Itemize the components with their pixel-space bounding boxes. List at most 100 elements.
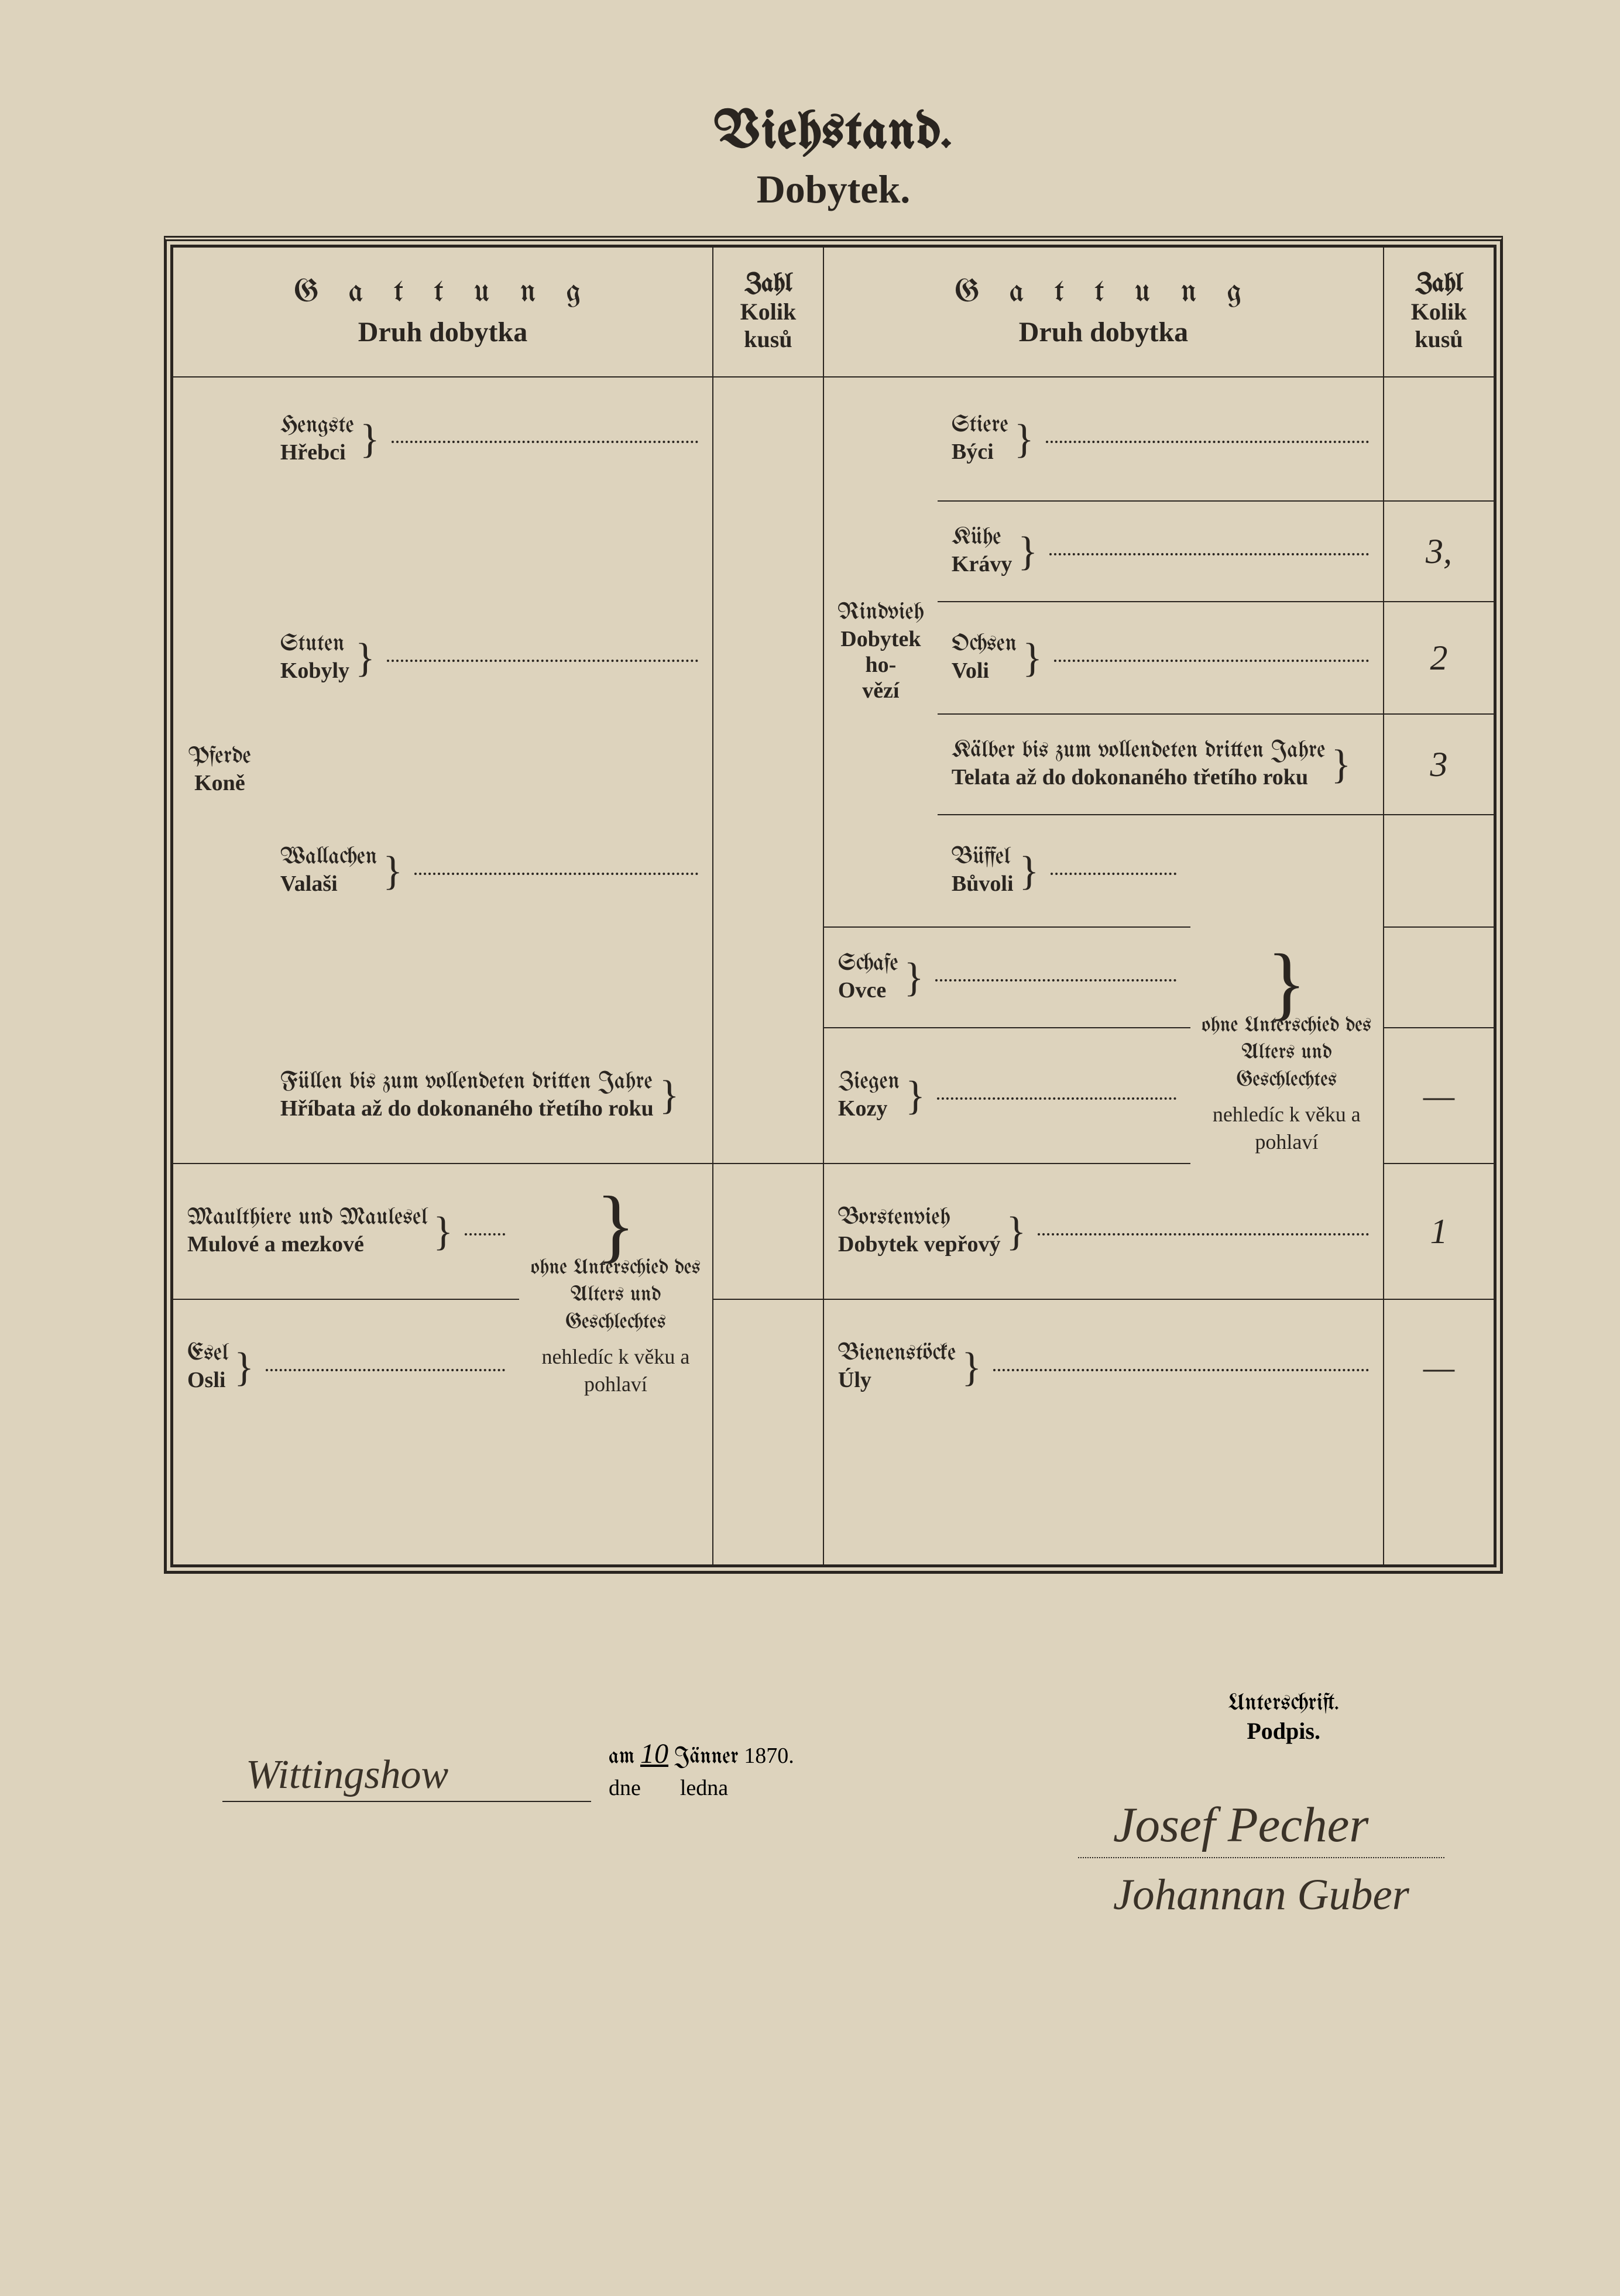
- right-note-de: ohne Unterschied des Alters und Geschlec…: [1201, 1013, 1372, 1095]
- brace-icon: }: [360, 425, 380, 454]
- spacer-cell: [713, 1434, 823, 1565]
- blank-cell: [266, 927, 713, 1028]
- rindvieh-group-label: Rindvieh Dobytek ho- vězí: [823, 377, 938, 927]
- dotted-leader: [387, 654, 698, 662]
- dotted-leader: [392, 435, 698, 444]
- header-gattung-cz-r: Druh dobytka: [836, 316, 1371, 348]
- signature-1: Josef Pecher: [1078, 1796, 1444, 1858]
- brace-icon: }: [1022, 644, 1042, 672]
- left-note-cz: nehledíc k věku a pohlaví: [530, 1343, 702, 1398]
- brace-icon: }: [962, 1353, 981, 1382]
- title-block: Viehstand. Dobytek.: [164, 105, 1503, 212]
- kuhe-count: 3,: [1384, 501, 1494, 602]
- dotted-leader: [937, 1092, 1176, 1100]
- brace-icon: }: [904, 963, 924, 992]
- header-gattung-cz: Druh dobytka: [185, 316, 701, 348]
- stuten-cell: Stuten Kobyly }: [266, 602, 713, 714]
- bienen-cell: Bienenstöcke Úly }: [823, 1299, 1384, 1434]
- wallachen-cell: Wallachen Valaši }: [266, 815, 713, 927]
- kuhe-cell: Kühe Krávy }: [938, 501, 1384, 602]
- date-block: am 10 Jänner 1870. dne 10 ledna: [609, 1738, 794, 1802]
- brace-icon: }: [1007, 1217, 1027, 1246]
- brace-icon: }: [1018, 537, 1038, 566]
- header-zahl-cz2-r: kusů: [1396, 325, 1482, 353]
- header-zahl-cz1: Kolik: [725, 298, 811, 325]
- dotted-leader: [266, 1363, 505, 1371]
- table-row: [173, 1434, 1494, 1565]
- kalber-count: 3: [1384, 714, 1494, 815]
- footer-block: Unterschrift. Podpis. Wittingshow am 10 …: [164, 1691, 1503, 2042]
- bienen-count: —: [1384, 1299, 1494, 1434]
- brace-icon: }: [1331, 750, 1351, 779]
- header-zahl-de: Zahl: [725, 271, 811, 298]
- dotted-leader: [1046, 435, 1369, 443]
- left-note-cell: } ohne Unterschied des Alters und Geschl…: [519, 1164, 713, 1434]
- date-day: 10: [640, 1738, 668, 1769]
- signature-label: Unterschrift. Podpis.: [1228, 1691, 1339, 1745]
- hengste-cell: Hengste Hřebci }: [266, 377, 713, 501]
- schafe-count: [1384, 927, 1494, 1028]
- dotted-leader: [993, 1363, 1369, 1371]
- hengste-count: [713, 377, 823, 501]
- right-note-cz: nehledíc k věku a pohlaví: [1201, 1101, 1372, 1156]
- brace-icon: }: [660, 1081, 679, 1110]
- ziegen-count: —: [1384, 1028, 1494, 1164]
- stiere-count: [1384, 377, 1494, 501]
- stuten-count: [713, 602, 823, 714]
- livestock-table: G a t t u n g Druh dobytka Zahl Kolik ku…: [172, 246, 1495, 1566]
- schafe-cell: Schafe Ovce }: [823, 927, 1190, 1028]
- spacer-cell: [519, 1434, 713, 1565]
- header-zahl-cz1-r: Kolik: [1396, 298, 1482, 325]
- borsten-cell: Borstenvieh Dobytek vepřový }: [823, 1164, 1384, 1299]
- stiere-cell: Stiere Býci }: [938, 377, 1384, 501]
- dotted-leader: [1049, 547, 1369, 555]
- fullen-count: [713, 1028, 823, 1164]
- dotted-leader: [465, 1227, 505, 1235]
- left-note-de: ohne Unterschied des Alters und Geschlec…: [530, 1255, 702, 1337]
- table-row: Maulthiere und Maulesel Mulové a mezkové…: [173, 1164, 1494, 1299]
- place-date-line: Wittingshow am 10 Jänner 1870. dne 10 le…: [222, 1738, 866, 1802]
- place-handwritten: Wittingshow: [222, 1752, 591, 1802]
- dotted-leader: [414, 867, 698, 875]
- blank-count: [713, 501, 823, 602]
- pferde-group-label: Pferde Koně: [173, 377, 266, 1164]
- header-gattung-de-r: G a t t u n g: [836, 276, 1371, 309]
- header-row: G a t t u n g Druh dobytka Zahl Kolik ku…: [173, 247, 1494, 377]
- buffel-cell: Büffel Bůvoli }: [938, 815, 1190, 927]
- maulthiere-count: [713, 1164, 823, 1299]
- signatures-block: Josef Pecher Johannan Guber: [1078, 1796, 1444, 1920]
- dotted-leader: [1051, 867, 1176, 875]
- table-row: Pferde Koně Hengste Hřebci } Rindvieh Do…: [173, 377, 1494, 501]
- esel-count: [713, 1299, 823, 1434]
- ziegen-cell: Ziegen Kozy }: [823, 1028, 1190, 1164]
- kalber-cell: Kälber bis zum vollendeten dritten Jahre…: [938, 714, 1384, 815]
- blank-count: [713, 714, 823, 815]
- blank-cell: [266, 501, 713, 602]
- esel-cell: Esel Osli }: [173, 1299, 519, 1434]
- wallachen-count: [713, 815, 823, 927]
- ochsen-count: 2: [1384, 602, 1494, 714]
- spacer-cell: [1384, 1434, 1494, 1565]
- header-gattung-right: G a t t u n g Druh dobytka: [823, 247, 1384, 377]
- brace-icon: }: [383, 857, 403, 886]
- brace-icon: }: [1020, 857, 1039, 886]
- brace-icon: }: [355, 644, 375, 672]
- blank-cell: [266, 714, 713, 815]
- table-row: Esel Osli } Bienenstöcke Úly }: [173, 1299, 1494, 1434]
- header-gattung-left: G a t t u n g Druh dobytka: [173, 247, 713, 377]
- brace-icon: }: [905, 1082, 925, 1110]
- fullen-cell: Füllen bis zum vollendeten dritten Jahre…: [266, 1028, 713, 1164]
- header-zahl-right: Zahl Kolik kusů: [1384, 247, 1494, 377]
- maulthiere-cell: Maulthiere und Maulesel Mulové a mezkové…: [173, 1164, 519, 1299]
- dotted-leader: [935, 973, 1176, 981]
- date-year: 1870.: [744, 1744, 794, 1768]
- blank-count: [713, 927, 823, 1028]
- title-german: Viehstand.: [164, 105, 1503, 160]
- borsten-count: 1: [1384, 1164, 1494, 1299]
- header-zahl-cz2: kusů: [725, 325, 811, 353]
- dotted-leader: [1038, 1227, 1369, 1235]
- buffel-count: [1384, 815, 1494, 927]
- header-zahl-de-r: Zahl: [1396, 271, 1482, 298]
- document-page: Viehstand. Dobytek. G a t t u n g Druh d…: [0, 0, 1620, 2296]
- table-inner-frame: G a t t u n g Druh dobytka Zahl Kolik ku…: [170, 245, 1497, 1567]
